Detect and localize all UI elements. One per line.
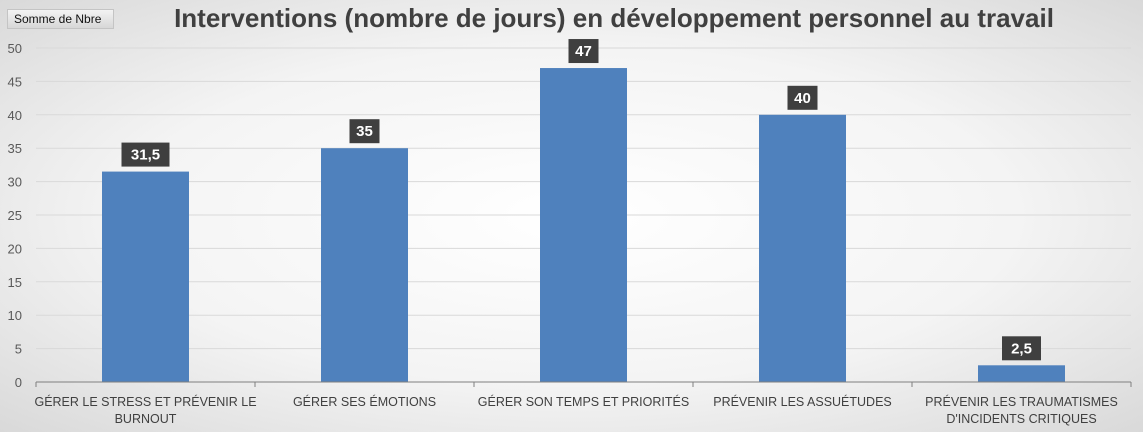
chart-title: Interventions (nombre de jours) en dével…: [174, 3, 1054, 33]
data-label: 31,5: [131, 147, 160, 164]
data-label: 35: [356, 123, 373, 140]
y-tick-label: 50: [8, 41, 22, 56]
data-label: 2,5: [1011, 340, 1032, 357]
category-label: D'INCIDENTS CRITIQUES: [946, 412, 1096, 426]
bar-2[interactable]: [321, 148, 408, 382]
bar-4[interactable]: [759, 114, 846, 383]
data-label-box: [1002, 336, 1041, 361]
y-tick-label: 10: [8, 308, 22, 323]
bar-1[interactable]: [102, 171, 189, 382]
data-label: 40: [794, 90, 811, 107]
category-label: BURNOUT: [115, 412, 177, 426]
y-tick-label: 20: [8, 241, 22, 256]
y-tick-label: 15: [8, 275, 22, 290]
data-label: 47: [575, 43, 592, 60]
y-tick-label: 35: [8, 141, 22, 156]
y-tick-label: 5: [15, 342, 22, 357]
y-tick-label: 40: [8, 108, 22, 123]
data-label-box: [121, 142, 170, 167]
data-label-box: [568, 39, 599, 64]
data-label-box: [349, 119, 380, 144]
bar-5[interactable]: [978, 365, 1065, 382]
y-tick-label: 0: [15, 375, 22, 390]
data-label-box: [787, 85, 818, 110]
field-button[interactable]: Somme de Nbre: [7, 9, 114, 29]
category-label: PRÉVENIR LES ASSUÉTUDES: [713, 394, 892, 409]
category-label: PRÉVENIR LES TRAUMATISMES: [925, 394, 1118, 409]
category-label: GÉRER SES ÉMOTIONS: [293, 394, 436, 409]
bar-3[interactable]: [540, 68, 627, 382]
category-label: GÉRER SON TEMPS ET PRIORITÉS: [478, 394, 689, 409]
category-label: GÉRER LE STRESS ET PRÉVENIR LE: [34, 394, 256, 409]
y-tick-label: 25: [8, 208, 22, 223]
y-tick-label: 30: [8, 175, 22, 190]
y-tick-label: 45: [8, 74, 22, 89]
